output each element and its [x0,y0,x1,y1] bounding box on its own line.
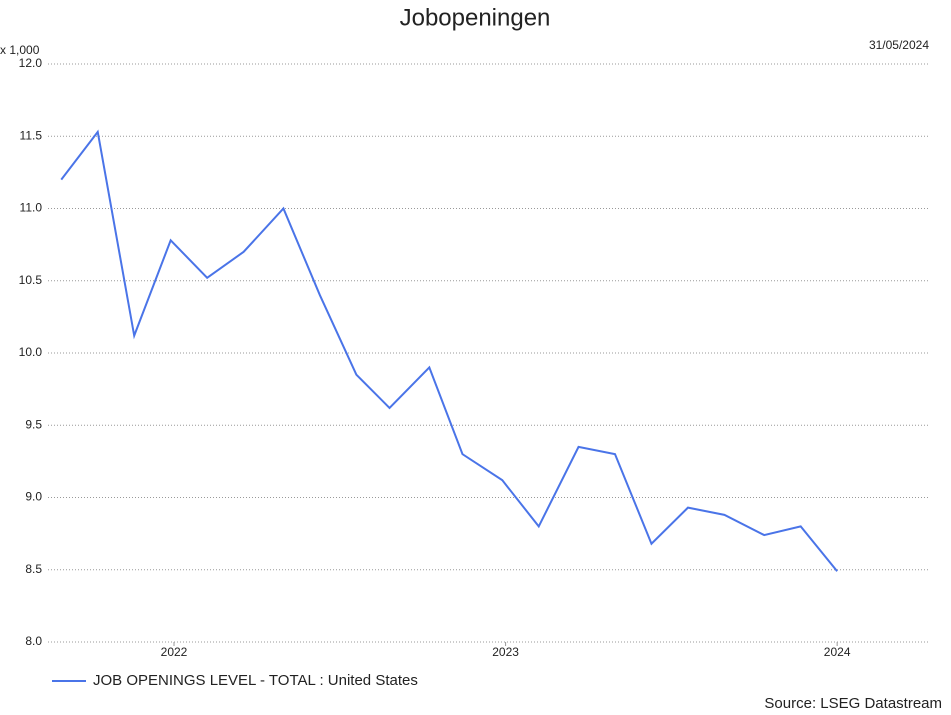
y-tick-label: 12.0 [19,56,43,70]
y-tick-label: 11.0 [20,201,43,215]
y-unit: x 1,000 [0,43,40,57]
source: Source: LSEG Datastream [764,695,942,712]
y-tick-label: 8.5 [25,562,42,576]
date-label: 31/05/2024 [869,38,929,52]
x-tick-label: 2022 [161,645,188,659]
line-series [60,129,838,572]
chart-title: Jobopeningen [400,4,551,31]
y-tick-label: 9.0 [25,490,42,504]
x-tick-label: 2023 [492,645,519,659]
y-tick-label: 10.0 [19,345,43,359]
y-tick-label: 8.0 [25,634,42,648]
legend-label: JOB OPENINGS LEVEL - TOTAL : United Stat… [93,672,418,689]
y-tick-label: 11.5 [20,128,43,142]
y-tick-label: 9.5 [25,417,42,431]
x-tick-label: 2024 [824,645,851,659]
y-tick-label: 10.5 [19,273,43,287]
